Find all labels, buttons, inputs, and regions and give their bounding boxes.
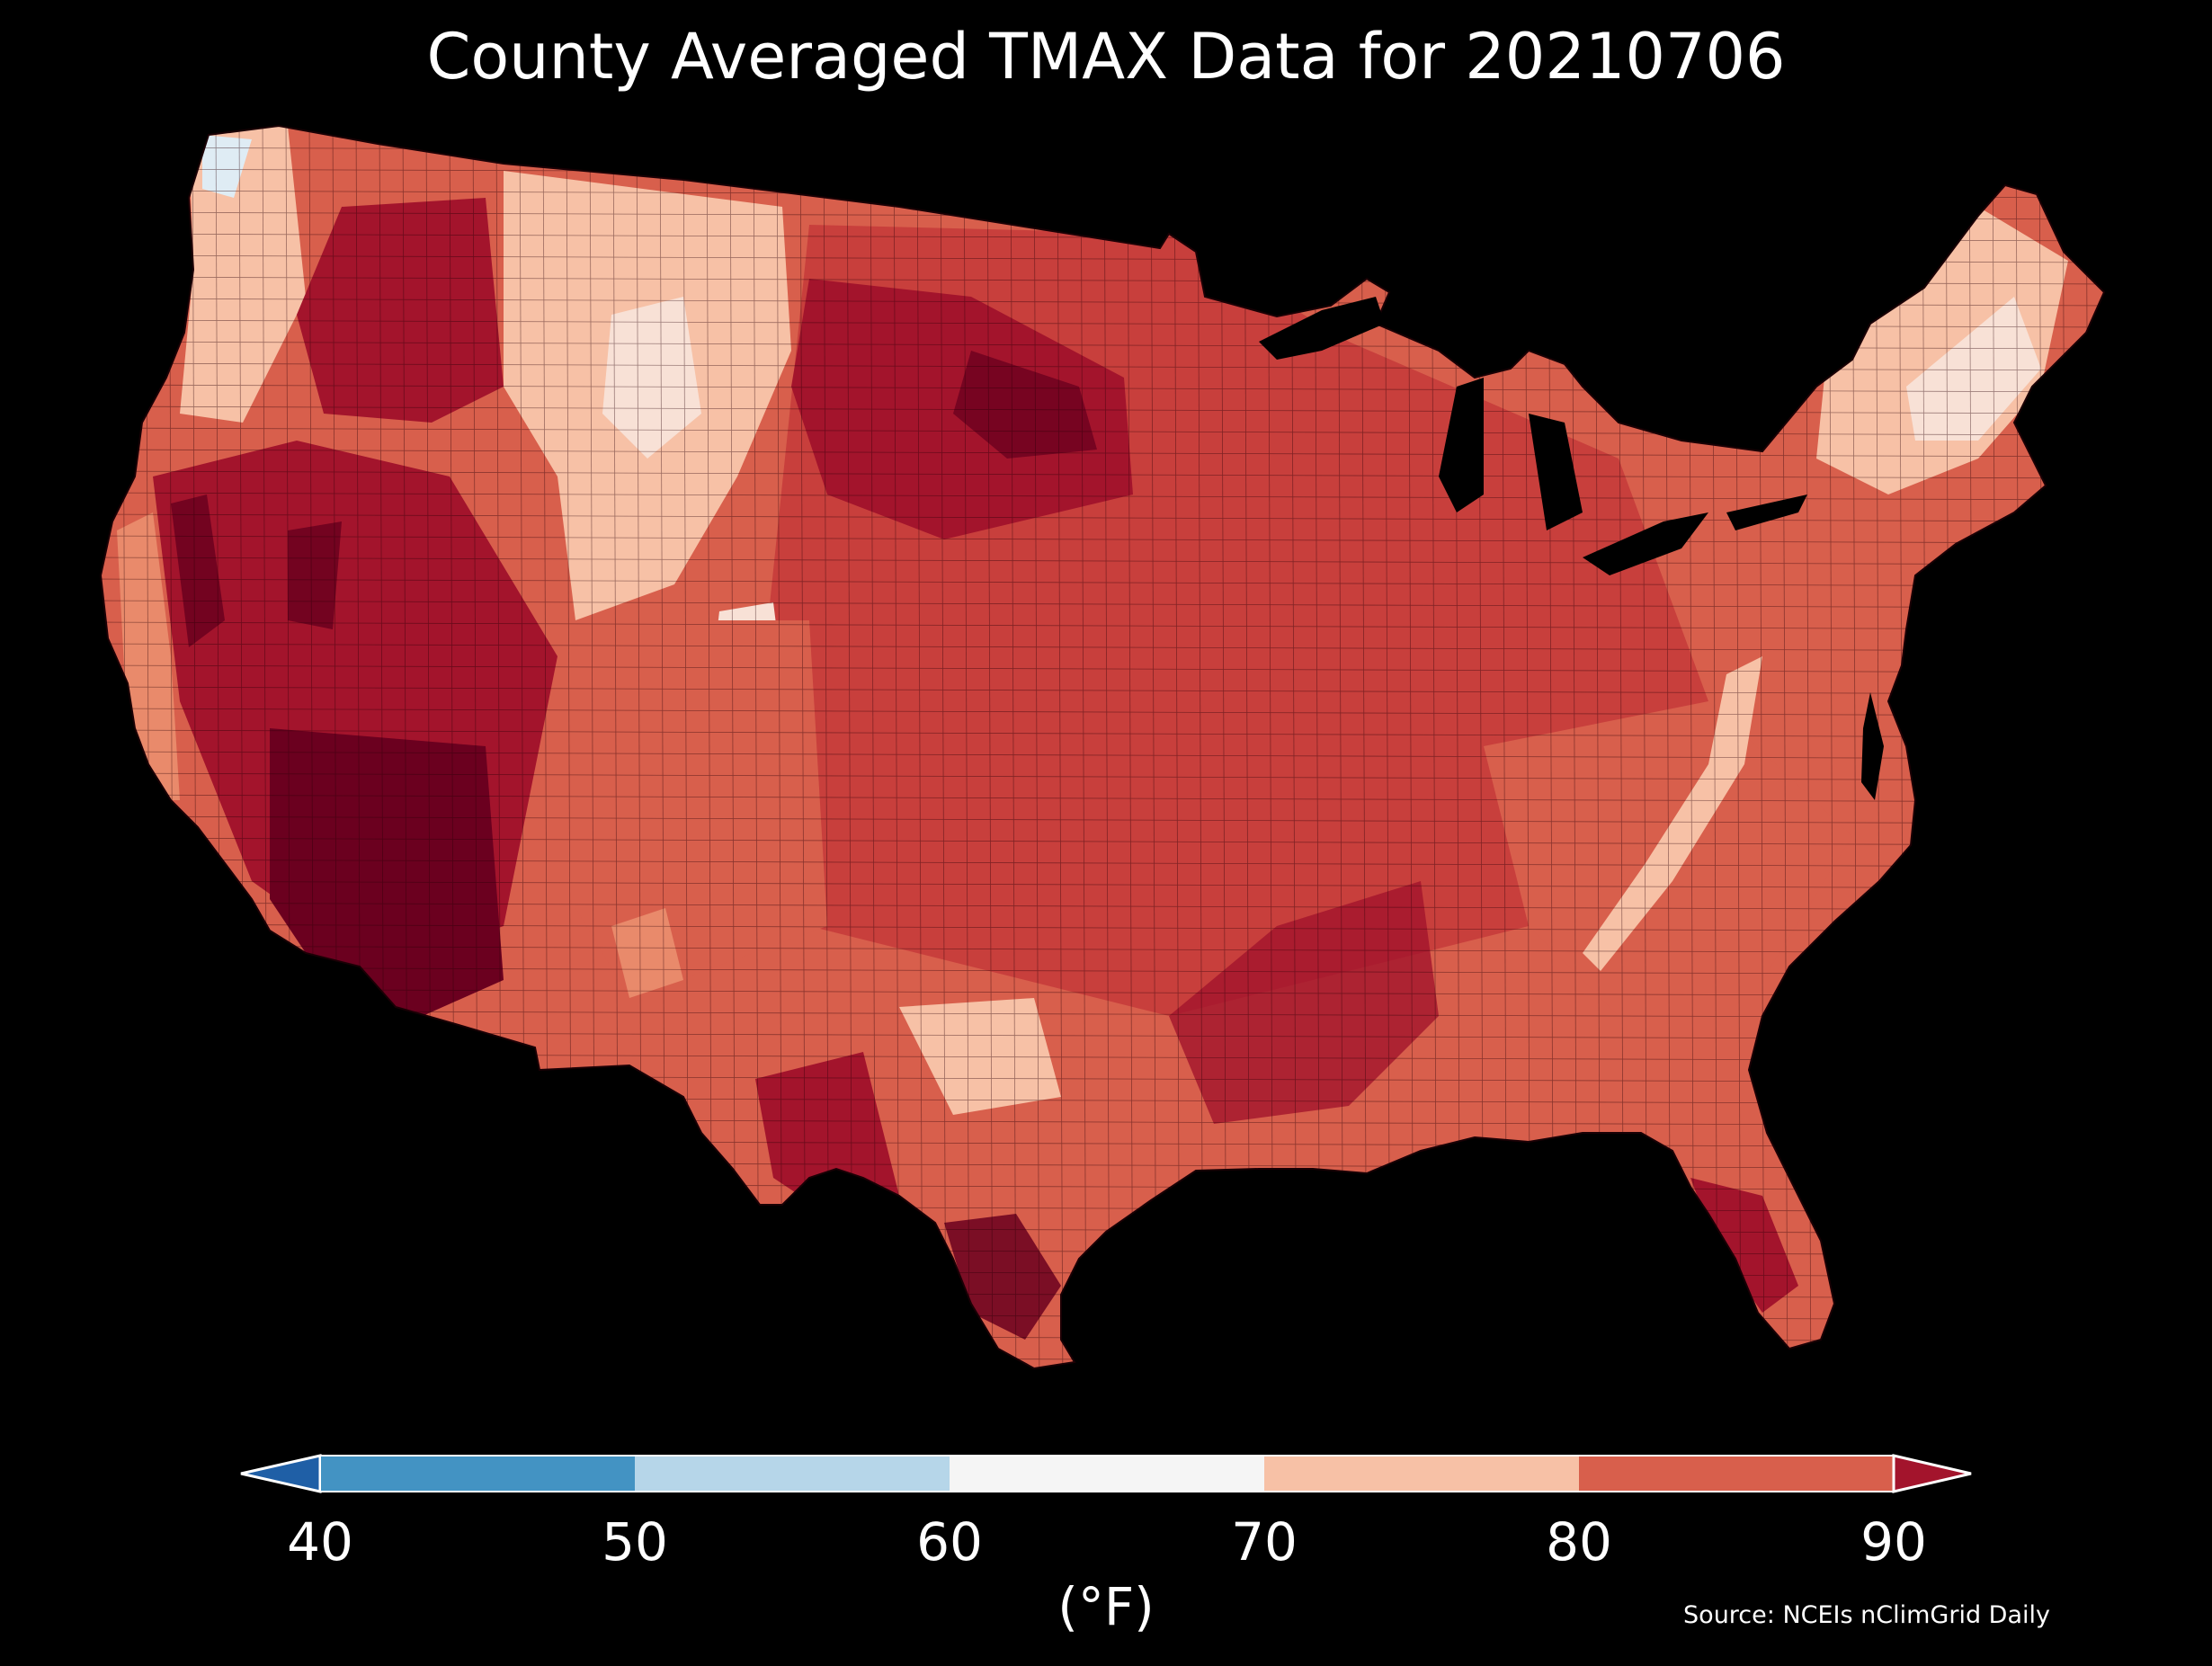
colorbar-tick-label: 50 xyxy=(602,1511,668,1572)
colorbar-bin xyxy=(635,1456,950,1492)
choropleth-map xyxy=(0,117,2212,1403)
lake-superior xyxy=(1259,297,1385,360)
lake-michigan xyxy=(1439,378,1484,512)
colorbar-tick-label: 70 xyxy=(1231,1511,1298,1572)
map-title: County Averaged TMAX Data for 20210706 xyxy=(426,20,1786,94)
country-outline xyxy=(99,124,2106,1370)
colorbar-tick-label: 80 xyxy=(1546,1511,1612,1572)
colorbar xyxy=(234,1442,1978,1505)
lake-erie xyxy=(1583,512,1708,575)
colorbar-tick-label: 90 xyxy=(1860,1511,1927,1572)
colorbar-over-arrow xyxy=(1892,1454,1972,1493)
colorbar-bin xyxy=(1579,1456,1894,1492)
lake-ontario xyxy=(1726,494,1807,530)
colorbar-bin xyxy=(1264,1456,1579,1492)
lake-huron xyxy=(1529,414,1583,530)
source-credit: Source: NCEIs nClimGrid Daily xyxy=(1683,1601,2050,1629)
colorbar-under-arrow xyxy=(240,1454,322,1493)
colorbar-tick-label: 40 xyxy=(287,1511,353,1572)
colorbar-bin xyxy=(320,1456,635,1492)
colorbar-bin xyxy=(950,1456,1264,1492)
colorbar-unit-label: (°F) xyxy=(1057,1576,1155,1637)
chesapeake-bay xyxy=(1861,692,1884,800)
colorbar-tick-label: 60 xyxy=(916,1511,983,1572)
